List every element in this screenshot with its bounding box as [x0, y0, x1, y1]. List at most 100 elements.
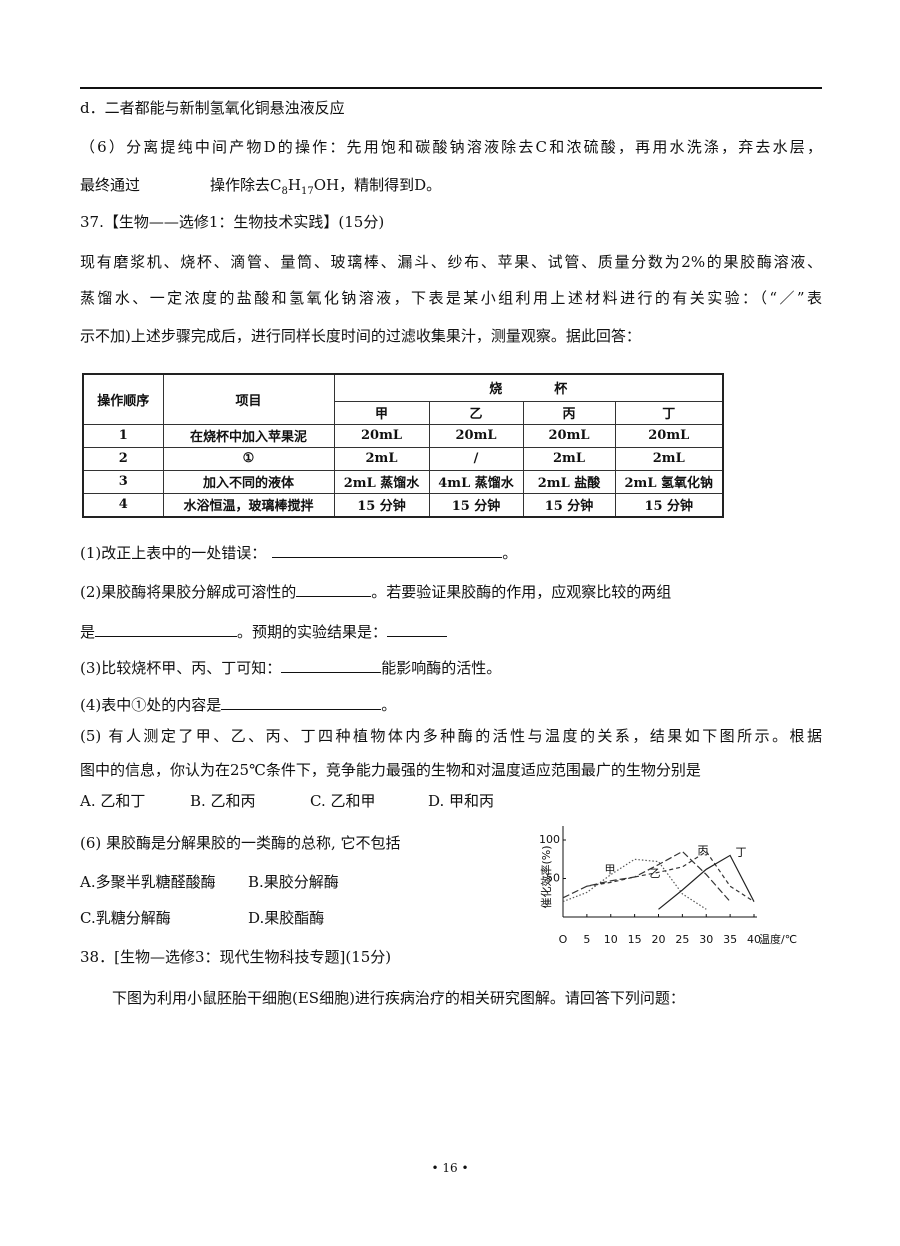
table-row: 1 在烧杯中加入苹果泥 20mL 20mL 20mL 20mL [82, 423, 724, 448]
table-cell: 15 分钟 [333, 492, 430, 517]
option: A.多聚半乳糖醛酸酶 [80, 873, 216, 891]
series-label: 丙 [698, 844, 709, 857]
table-cell: ① [162, 446, 335, 471]
option: D.果胶酯酶 [248, 909, 325, 927]
question: (1)改正上表中的一处错误： 。 [80, 541, 517, 563]
text: 。若要验证果胶酶的作用，应观察比较的两组 [371, 583, 672, 601]
text: OH，精制得到D。 [313, 176, 442, 194]
table-cell: 2 [82, 446, 164, 471]
y-axis-label: 催化效率(%) [539, 845, 553, 908]
x-tick-label: 40 [747, 933, 761, 946]
table-cell: 4mL 蒸馏水 [428, 469, 524, 494]
answer-blank [387, 620, 448, 637]
text: (3)比较烧杯甲、丙、丁可知： [80, 659, 282, 677]
question: (4)表中①处的内容是 。 [80, 693, 396, 715]
table-cell: 2mL 盐酸 [522, 469, 616, 494]
table-row: 4 水浴恒温，玻璃棒搅拌 15 分钟 15 分钟 15 分钟 15 分钟 [82, 492, 724, 517]
answer-blank [272, 541, 503, 558]
text: H [287, 176, 301, 194]
top-rule [80, 87, 822, 89]
text-line: d．二者都能与新制氢氧化铜悬浊液反应 [80, 99, 345, 117]
table-cell: 20mL [428, 423, 524, 448]
text: 能影响酶的活性。 [381, 659, 502, 677]
text-line: 现有磨浆机、烧杯、滴管、量筒、玻璃棒、漏斗、纱布、苹果、试管、质量分数为2%的果… [80, 253, 822, 271]
x-tick-label: 30 [699, 933, 713, 946]
text-line: （6）分离提纯中间产物D的操作：先用饱和碳酸钠溶液除去C和浓硫酸，再用水洗涤，弃… [80, 138, 822, 156]
text-line: 最终通过 操作除去C8H17OH，精制得到D。 [80, 175, 441, 202]
text: 是 [80, 623, 96, 641]
text: 。 [502, 544, 518, 562]
series-line [586, 850, 755, 903]
text-line: (6) 果胶酶是分解果胶的一类酶的总称, 它不包括 [80, 834, 401, 852]
option: C. 乙和甲 [310, 792, 376, 810]
header-cell: 项目 [162, 373, 335, 425]
table-cell: 水浴恒温，玻璃棒搅拌 [162, 492, 335, 517]
option: B. 乙和丙 [190, 792, 256, 810]
table-cell: 1 [82, 423, 164, 448]
series-label: 甲 [605, 863, 616, 876]
text: (1)改正上表中的一处错误： [80, 544, 267, 562]
subscript: 17 [300, 186, 314, 197]
table-cell: 在烧杯中加入苹果泥 [162, 423, 335, 448]
text-line: (5) 有人测定了甲、乙、丙、丁四种植物体内多种酶的活性与温度的关系，结果如下图… [80, 727, 822, 745]
header-cell: 甲 [333, 400, 430, 425]
series-line [562, 850, 731, 902]
text-line: 蒸馏水、一定浓度的盐酸和氢氧化钠溶液，下表是某小组利用上述材料进行的有关实验：（… [80, 289, 822, 307]
experiment-table: 操作顺序 项目烧 杯 甲乙丙丁 1 在烧杯中加入苹果泥 20mL 20mL 20mL 20m… [82, 373, 724, 518]
answer-blank [221, 693, 382, 710]
option: D. 甲和丙 [428, 792, 495, 810]
option: A. 乙和丁 [80, 792, 146, 810]
series-label: 乙 [650, 867, 661, 880]
table-cell: 加入不同的液体 [162, 469, 335, 494]
text-line: 下图为利用小鼠胚胎干细胞(ES细胞)进行疾病治疗的相关研究图解。请回答下列问题： [112, 989, 685, 1007]
table-cell: 2mL [333, 446, 430, 471]
y-tick-label: 100 [539, 833, 560, 846]
header-cell: 丁 [614, 400, 724, 425]
table-cell: 15 分钟 [428, 492, 524, 517]
x-tick-label: 10 [604, 933, 618, 946]
table-cell: / [428, 446, 524, 471]
x-tick-label: 35 [723, 933, 737, 946]
option: B.果胶分解酶 [248, 873, 339, 891]
x-tick-label: 15 [628, 933, 642, 946]
section-title: 38．[生物—选修3：现代生物科技专题](15分) [80, 948, 392, 966]
question: (3)比较烧杯甲、丙、丁可知： 能影响酶的活性。 [80, 656, 501, 678]
table-cell: 20mL [333, 423, 430, 448]
table-cell: 20mL [614, 423, 724, 448]
y-tick-label: 50 [546, 872, 560, 885]
option: C.乳糖分解酶 [80, 909, 171, 927]
header-cell: 操作顺序 [82, 373, 164, 425]
series-line [658, 854, 755, 910]
subscript: 8 [281, 186, 288, 197]
x-tick-label: 20 [652, 933, 666, 946]
text: 最终通过 [80, 176, 141, 194]
series-line [562, 858, 707, 910]
table-cell: 15 分钟 [522, 492, 616, 517]
section-title: 37.【生物——选修1：生物技术实践】(15分) [80, 213, 385, 231]
page-number: • 16 • [431, 1161, 469, 1175]
series-label: 丁 [736, 846, 747, 859]
table-cell: 3 [82, 469, 164, 494]
text: 。预期的实验结果是： [237, 623, 388, 641]
enzyme-chart: 催化效率(%) 温度/℃ O 5 10 15 20 25 30 35 40 50 100 甲 乙 丙 丁 [539, 826, 797, 946]
header-cell: 烧 杯 [333, 373, 724, 402]
text: 。 [381, 696, 397, 714]
x-axis-label: 温度/℃ [759, 932, 797, 946]
table-cell: 2mL [522, 446, 616, 471]
table-row: 3 加入不同的液体 2mL 蒸馏水 4mL 蒸馏水 2mL 盐酸 2mL 氢氧化钠 [82, 469, 724, 494]
header-cell: 丙 [522, 400, 616, 425]
answer-blank [281, 656, 382, 673]
x-tick-label: 25 [675, 933, 689, 946]
table-cell: 15 分钟 [614, 492, 724, 517]
answer-blank [296, 580, 372, 597]
text-line: 图中的信息，你认为在25℃条件下，竞争能力最强的生物和对温度适应范围最广的生物分… [80, 761, 701, 779]
text: 操作除去C [210, 176, 282, 194]
table-cell: 20mL [522, 423, 616, 448]
header-cell: 乙 [428, 400, 524, 425]
text-line: 示不加)上述步骤完成后，进行同样长度时间的过滤收集果汁，测量观察。据此回答： [80, 327, 641, 345]
table-row: 2 ① 2mL/2mL 2mL [82, 446, 724, 471]
answer-blank [95, 620, 238, 637]
question: 是 。预期的实验结果是： [80, 620, 448, 642]
table-cell: 2mL 氢氧化钠 [614, 469, 724, 494]
